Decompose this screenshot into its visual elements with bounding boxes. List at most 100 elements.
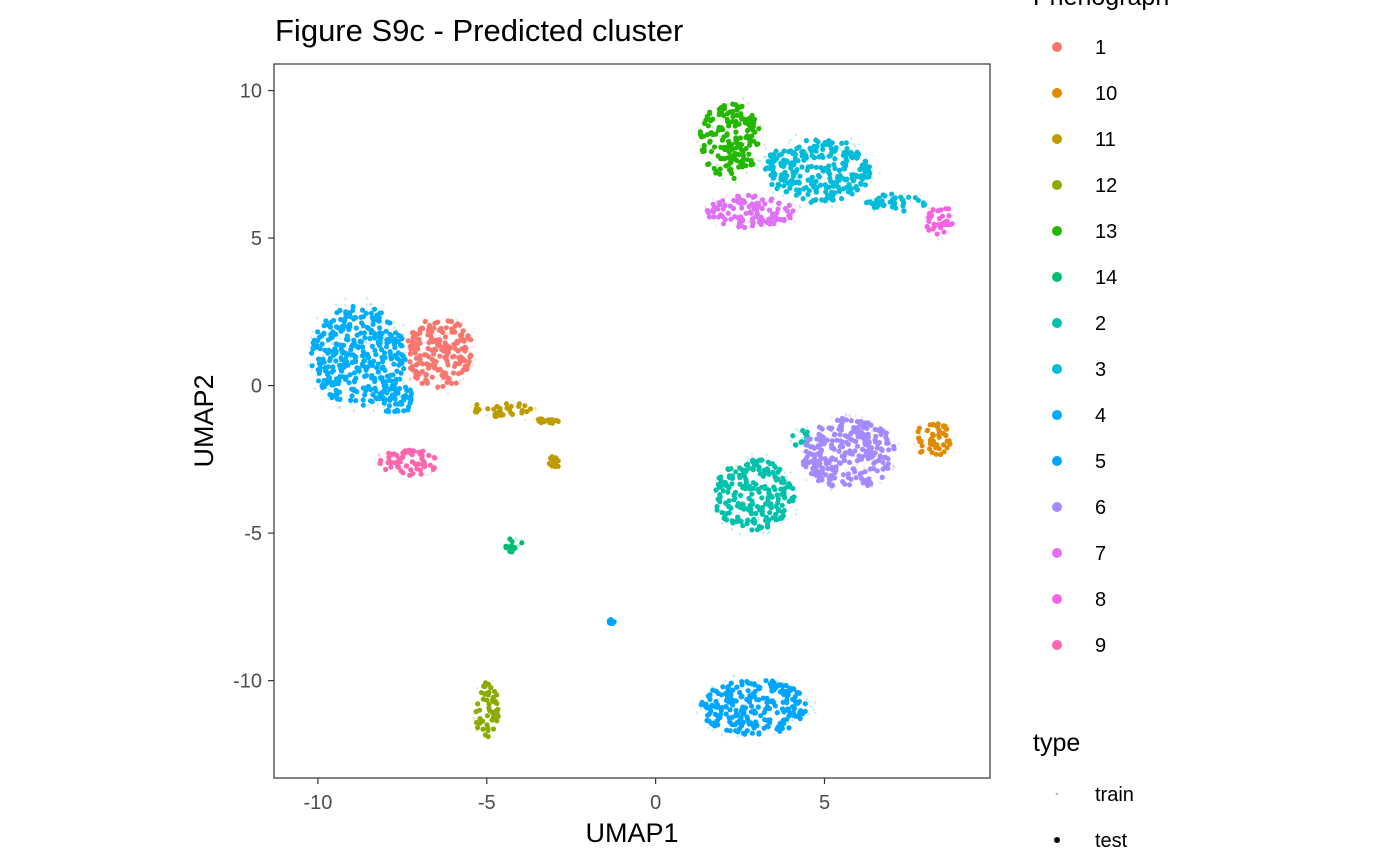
test-point-cluster-6 [831,446,837,452]
test-point-cluster-3 [826,153,832,159]
test-point-cluster-6 [885,465,891,471]
legend-key-13 [1052,226,1062,236]
train-point-cluster-5 [773,732,776,736]
test-point-cluster-5 [705,712,711,718]
test-point-cluster-2 [730,520,736,526]
test-point-cluster-13 [717,166,723,172]
train-point-cluster-2 [762,531,765,535]
test-point-cluster-12 [491,699,497,705]
train-point-cluster-3 [795,176,798,180]
test-point-cluster-1 [437,353,443,359]
legend-key-12 [1052,180,1062,190]
test-point-cluster-3 [876,195,882,201]
y-tick-label: 10 [240,81,262,103]
train-point-cluster-3 [872,209,876,213]
legend-label-10: 10 [1095,83,1117,105]
train-point-cluster-1 [471,364,475,367]
test-point-cluster-1 [423,352,429,358]
test-point-cluster-4 [337,374,343,380]
test-point-cluster-4 [325,376,331,382]
test-point-cluster-12 [494,718,500,724]
test-point-cluster-13 [716,112,722,118]
test-point-cluster-4 [326,349,332,355]
test-point-cluster-4 [377,325,383,331]
train-point-cluster-4 [322,354,326,357]
train-point-cluster-3 [908,199,912,203]
test-point-cluster-4 [331,317,337,324]
test-point-cluster-2 [737,481,743,487]
test-point-cluster-4 [375,369,381,375]
type-legend: type train test [1033,729,1134,852]
test-point-cluster-7 [736,195,742,201]
test-point-cluster-5 [767,681,773,687]
train-point-cluster-1 [446,392,450,395]
test-point-cluster-11 [492,411,498,417]
train-point-cluster-5 [808,700,811,703]
train-point-cluster-7 [714,224,718,227]
test-point-cluster-3 [769,181,775,188]
test-point-cluster-13 [738,147,745,153]
train-point-cluster-4 [380,322,384,326]
train-point-cluster-4 [344,297,347,301]
test-point-cluster-3 [823,189,829,195]
test-point-cluster-1 [448,318,454,325]
train-point-cluster-3 [772,191,775,194]
test-point-cluster-13 [726,138,732,144]
train-point-cluster-1 [408,377,412,380]
train-point-cluster-9 [378,452,381,456]
test-point-cluster-4 [402,384,409,390]
train-point-cluster-5 [807,712,810,716]
test-point-cluster-1 [453,380,459,386]
test-point-cluster-1 [423,372,429,378]
test-point-cluster-1 [440,383,446,389]
test-point-cluster-7 [706,214,713,220]
train-point-cluster-3 [787,141,790,144]
test-point-cluster-2 [748,510,755,516]
test-point-cluster-13 [705,116,711,122]
train-point-cluster-4 [352,409,356,412]
test-point-cluster-3 [844,177,850,183]
test-point-cluster-4 [360,402,366,408]
test-point-cluster-13 [744,127,751,134]
test-point-cluster-4 [309,363,315,369]
test-point-cluster-13 [746,142,753,148]
test-point-cluster-4 [325,337,331,343]
test-point-cluster-2 [791,494,797,500]
train-point-cluster-4 [309,336,313,339]
test-point-cluster-5 [762,717,768,723]
test-point-cluster-5 [774,710,780,716]
test-point-cluster-13 [729,118,736,125]
test-point-cluster-6 [840,479,846,485]
test-point-cluster-5 [728,696,734,702]
test-point-cluster-3 [805,191,811,198]
test-point-cluster-5 [733,707,739,714]
test-point-cluster-5 [770,698,776,704]
test-point-cluster-6 [829,464,835,470]
test-point-cluster-10 [919,448,925,454]
test-point-cluster-3 [832,179,838,186]
test-point-cluster-5 [754,696,760,703]
train-point-cluster-4 [358,373,361,376]
test-point-cluster-1 [409,339,415,345]
test-point-cluster-13 [731,175,737,181]
train-point-cluster-2 [765,481,768,484]
test-point-cluster-1 [408,343,414,349]
test-point-cluster-3 [866,174,872,180]
test-point-cluster-4 [397,376,403,382]
test-point-cluster-2 [763,514,769,520]
test-point-cluster-13 [756,126,762,132]
test-point-cluster-4 [315,329,321,335]
test-point-cluster-4 [371,334,378,340]
test-point-cluster-7 [714,205,720,211]
test-point-cluster-6 [814,458,821,464]
test-point-cluster-2 [781,480,787,486]
test-point-cluster-1 [408,346,414,352]
train-point-cluster-2 [766,531,770,535]
test-point-cluster-4 [350,307,356,313]
train-point-cluster-2 [722,505,726,508]
test-point-cluster-6 [854,419,861,425]
test-point-cluster-6 [851,425,857,431]
test-point-cluster-4 [378,347,385,353]
test-point-cluster-6 [837,460,844,466]
test-point-cluster-2 [768,505,774,511]
